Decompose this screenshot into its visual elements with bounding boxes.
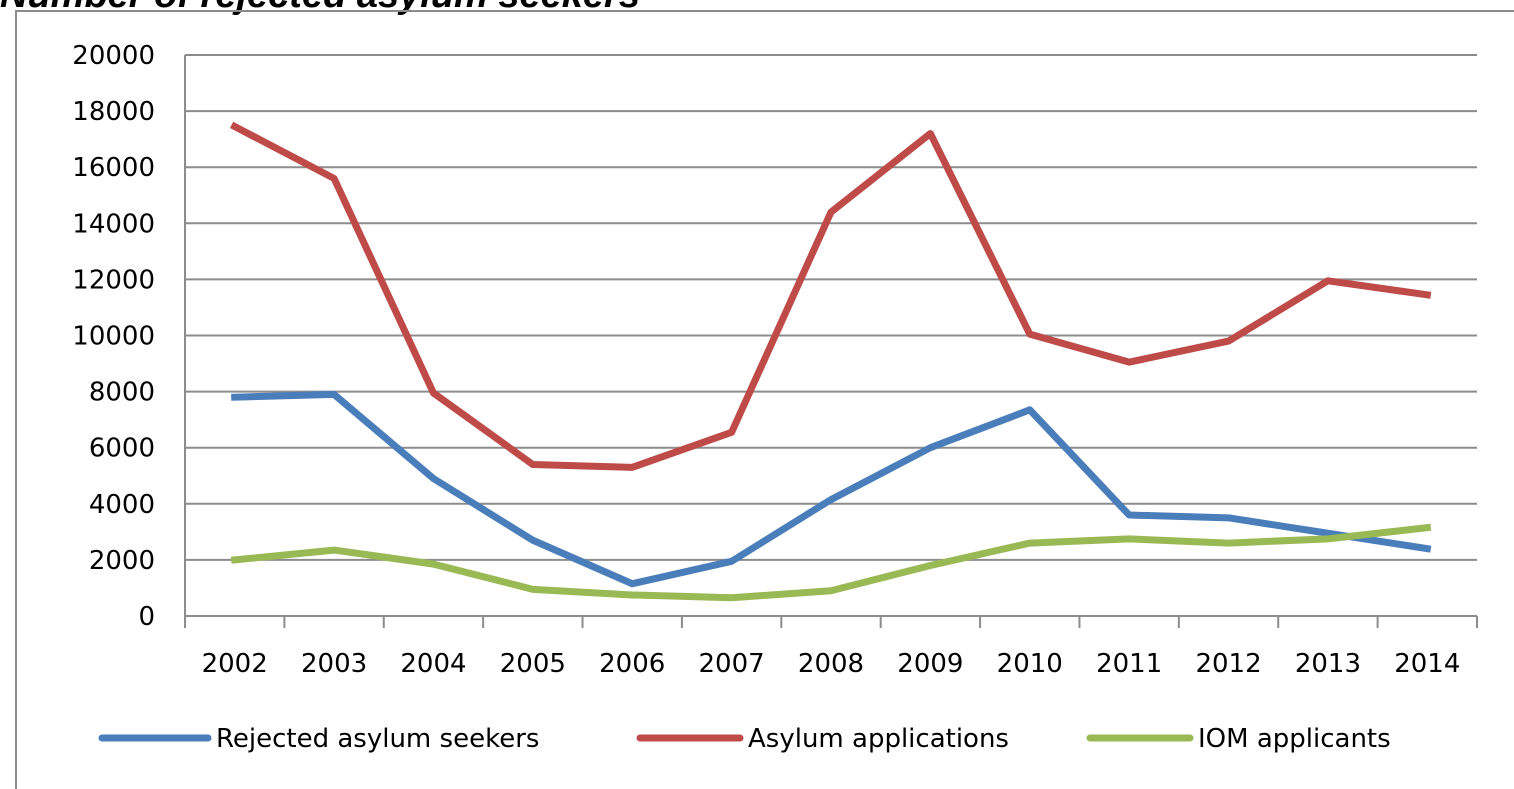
y-tick-label: 0 [138,602,155,632]
chart-frame [15,10,1514,789]
x-tick-label: 2012 [1195,649,1261,679]
x-tick-label: 2002 [202,649,268,679]
x-tick-label: 2007 [699,649,765,679]
series-line-iom-applicants [230,523,1432,602]
y-tick-label: 18000 [72,97,155,127]
series-line-rejected-asylum-seekers [231,390,1432,588]
y-tick-label: 6000 [89,434,155,464]
x-tick-label: 2003 [301,649,367,679]
legend-label-asylum-applications: Asylum applications [748,724,1009,754]
y-tick-labels: 0 2000 4000 6000 8000 10000 12000 14000 16000 180… [72,41,155,632]
x-tick-label: 2010 [997,649,1063,679]
x-tick-label: 2005 [500,649,566,679]
x-tick-label: 2009 [897,649,963,679]
axes [184,55,1478,628]
y-tick-label: 10000 [72,322,155,352]
y-tick-label: 16000 [72,153,155,183]
chart-title: Number of rejected asylum seekers [0,0,640,17]
x-tick-label: 2006 [599,649,665,679]
y-tick-label: 2000 [89,546,155,576]
x-tick-labels: 2002 2003 2004 2005 2006 2007 2008 2009 2010 2011… [202,649,1461,679]
y-tick-label: 14000 [72,209,155,239]
legend-label-iom-applicants: IOM applicants [1198,724,1391,754]
series-lines [229,121,1432,602]
y-tick-label: 8000 [89,378,155,408]
y-tick-label: 12000 [72,265,155,295]
series-line-asylum-applications [229,121,1432,471]
x-tick-label: 2011 [1096,649,1162,679]
legend-label-rejected-asylum-seekers: Rejected asylum seekers [216,724,539,754]
x-tick-label: 2004 [400,649,466,679]
x-tick-label: 2014 [1394,649,1460,679]
legend: Rejected asylum seekers Asylum applicatio… [98,724,1391,754]
x-tick-label: 2013 [1295,649,1361,679]
y-tick-label: 20000 [72,41,155,71]
x-tick-label: 2008 [798,649,864,679]
y-tick-label: 4000 [89,490,155,520]
